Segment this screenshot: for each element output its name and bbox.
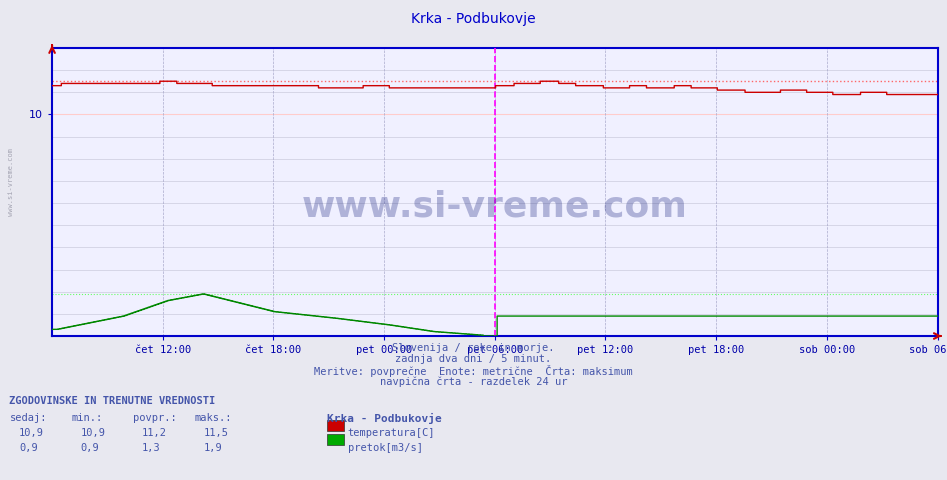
Text: www.si-vreme.com: www.si-vreme.com xyxy=(302,190,688,223)
Text: pretok[m3/s]: pretok[m3/s] xyxy=(348,443,422,453)
Text: 10,9: 10,9 xyxy=(80,428,105,438)
Text: www.si-vreme.com: www.si-vreme.com xyxy=(9,148,14,216)
Text: 0,9: 0,9 xyxy=(19,443,38,453)
Text: temperatura[C]: temperatura[C] xyxy=(348,428,435,438)
Text: 11,2: 11,2 xyxy=(142,428,167,438)
Text: povpr.:: povpr.: xyxy=(133,413,176,423)
Text: min.:: min.: xyxy=(71,413,102,423)
Text: sedaj:: sedaj: xyxy=(9,413,47,423)
Text: Krka - Podbukovje: Krka - Podbukovje xyxy=(327,413,441,424)
Text: 10,9: 10,9 xyxy=(19,428,44,438)
Text: ZGODOVINSKE IN TRENUTNE VREDNOSTI: ZGODOVINSKE IN TRENUTNE VREDNOSTI xyxy=(9,396,216,406)
Text: Krka - Podbukovje: Krka - Podbukovje xyxy=(411,12,536,26)
Text: maks.:: maks.: xyxy=(194,413,232,423)
Text: 1,9: 1,9 xyxy=(204,443,223,453)
Text: zadnja dva dni / 5 minut.: zadnja dva dni / 5 minut. xyxy=(396,354,551,364)
Text: 0,9: 0,9 xyxy=(80,443,99,453)
Text: Slovenija / reke in morje.: Slovenija / reke in morje. xyxy=(392,343,555,353)
Text: 1,3: 1,3 xyxy=(142,443,161,453)
Text: 11,5: 11,5 xyxy=(204,428,228,438)
Text: navpična črta - razdelek 24 ur: navpična črta - razdelek 24 ur xyxy=(380,376,567,387)
Text: Meritve: povprečne  Enote: metrične  Črta: maksimum: Meritve: povprečne Enote: metrične Črta:… xyxy=(314,365,633,377)
